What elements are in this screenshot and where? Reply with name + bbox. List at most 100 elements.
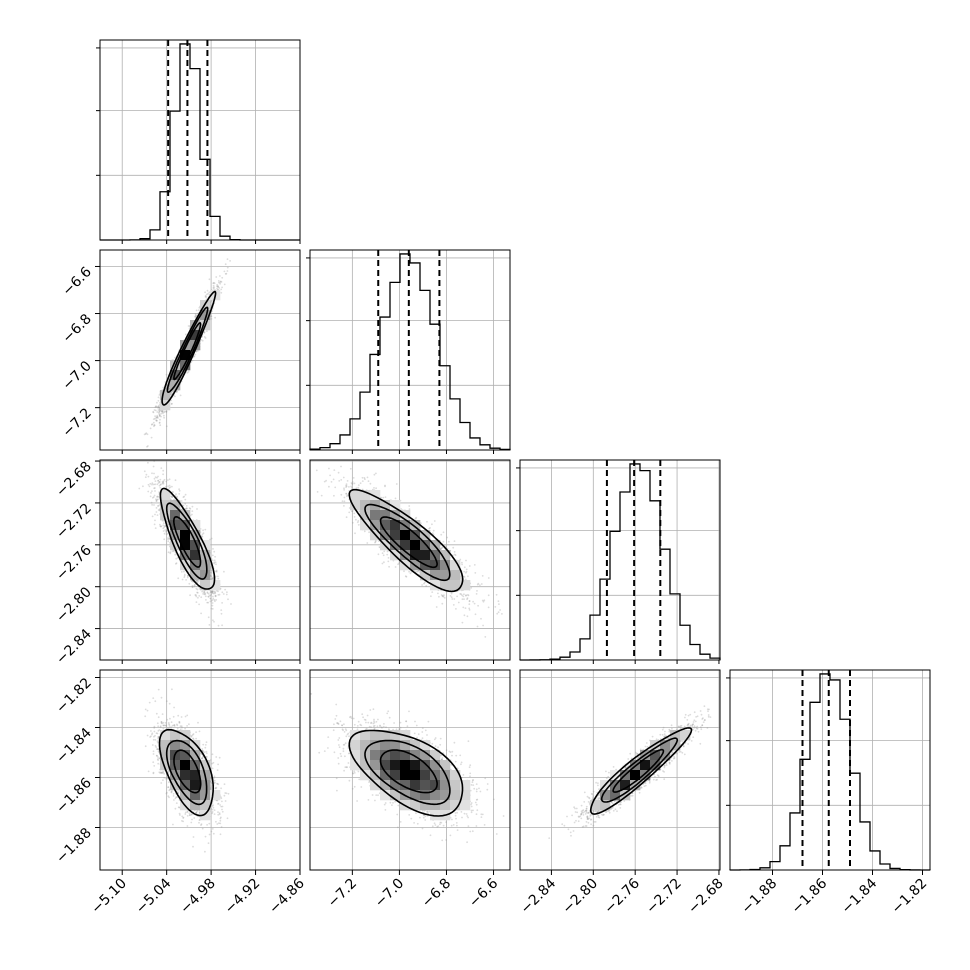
density-bin <box>170 740 181 751</box>
density-bin <box>170 530 181 541</box>
histogram-step <box>309 253 511 451</box>
contour-3 <box>159 487 216 590</box>
density-bin <box>380 780 391 791</box>
density-bin <box>360 740 371 751</box>
density-bin <box>440 800 451 811</box>
density-bin <box>380 500 391 511</box>
density-bin <box>160 510 171 521</box>
axes-frame <box>99 459 301 661</box>
density-bin <box>430 580 441 591</box>
x-tick-label: −1.86 <box>789 875 831 917</box>
density-bin <box>450 570 461 581</box>
density-bin <box>170 730 181 741</box>
histogram-step <box>519 463 721 661</box>
x-tick-label: −6.6 <box>466 875 501 910</box>
density-bin <box>380 530 391 541</box>
contour-1 <box>612 748 665 793</box>
density-bin <box>420 740 431 751</box>
density-bin <box>450 780 461 791</box>
density-bin <box>180 740 191 751</box>
density-bin <box>190 330 201 341</box>
density-bin <box>400 530 411 541</box>
density-bin <box>380 790 391 801</box>
density-bin <box>630 770 641 781</box>
density-bin <box>380 750 391 761</box>
density-bin <box>170 770 181 781</box>
density-bin <box>210 580 221 591</box>
density-bin <box>430 550 441 561</box>
contour-3 <box>590 727 693 815</box>
density-bin <box>450 560 461 571</box>
density-bin <box>600 800 611 811</box>
density-bin <box>410 530 421 541</box>
density-bin <box>420 770 431 781</box>
histogram-panel-2 <box>306 249 511 451</box>
density-bin <box>180 750 191 761</box>
density-bin <box>370 750 381 761</box>
density-bin <box>360 500 371 511</box>
x-tick-label: −5.10 <box>88 876 130 918</box>
density-bin <box>180 780 191 791</box>
density-bin <box>410 750 421 761</box>
density-bin <box>210 790 221 801</box>
density-bin <box>440 570 451 581</box>
density-bin <box>440 780 451 791</box>
density-bin <box>400 550 411 561</box>
density-bin <box>160 760 171 771</box>
histogram-step <box>100 43 300 241</box>
y-tick-label: −2.80 <box>53 584 95 626</box>
density-bin <box>190 770 201 781</box>
density-bin <box>190 550 201 561</box>
x-tick-label: −2.80 <box>559 876 601 918</box>
density-bin <box>360 770 371 781</box>
density-bin <box>450 580 461 591</box>
density-bin <box>390 500 401 511</box>
axes-frame <box>99 249 301 451</box>
density-bin <box>420 540 431 551</box>
density-bin <box>620 790 631 801</box>
x-tick-label: −4.98 <box>177 876 219 918</box>
density-bin <box>640 760 651 771</box>
density-bin <box>200 780 211 791</box>
contour-2 <box>364 503 451 582</box>
y-tick-label: −7.2 <box>59 405 94 440</box>
density-bin <box>400 740 411 751</box>
density-bin <box>170 780 181 791</box>
density-bin <box>180 510 191 521</box>
density-bin <box>180 550 191 561</box>
density-bin <box>390 770 401 781</box>
density-bin <box>350 760 361 771</box>
x-tick-label: −1.88 <box>739 876 781 918</box>
density-bin <box>390 780 401 791</box>
density-bin <box>200 560 211 571</box>
axes-frame <box>309 669 511 871</box>
density-bin <box>370 770 381 781</box>
histogram-panel-4 <box>726 669 931 871</box>
scatter-panel-3-1 <box>99 459 301 661</box>
density-bin <box>400 770 411 781</box>
scatter-panel-3-2 <box>309 459 511 661</box>
contour-3 <box>348 729 464 817</box>
density-bin <box>160 740 171 751</box>
density-bin <box>390 790 401 801</box>
density-bin <box>370 740 381 751</box>
y-tick-label: −1.88 <box>53 825 95 867</box>
density-bin <box>410 770 421 781</box>
axes-frame <box>309 459 511 661</box>
density-bin <box>370 780 381 791</box>
density-bin <box>180 560 191 571</box>
contour-2 <box>165 739 208 806</box>
density-bin <box>440 560 451 571</box>
density-bin <box>180 540 191 551</box>
contour-3 <box>158 728 214 817</box>
density-bin <box>650 740 661 751</box>
density-bin <box>390 520 401 531</box>
density-bin <box>180 350 191 361</box>
density-bin <box>400 780 411 791</box>
density-bin <box>190 750 201 761</box>
density-bin <box>410 800 421 811</box>
density-bin <box>360 490 371 501</box>
density-bin <box>380 770 391 781</box>
density-bin <box>390 760 401 771</box>
y-tick-label: −1.84 <box>53 725 95 767</box>
